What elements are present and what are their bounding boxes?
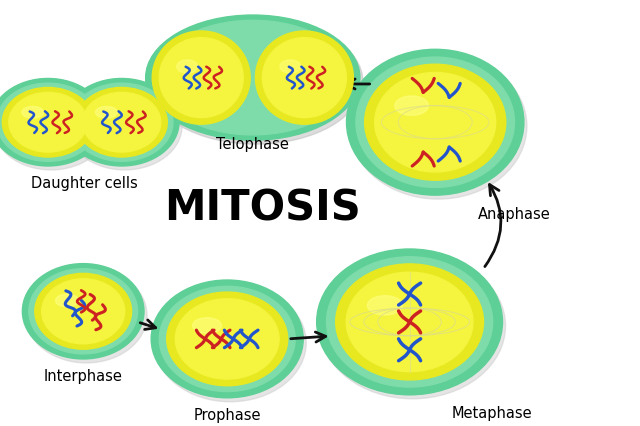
Ellipse shape bbox=[262, 38, 346, 118]
Ellipse shape bbox=[83, 93, 161, 153]
Ellipse shape bbox=[67, 83, 182, 170]
Ellipse shape bbox=[154, 284, 306, 402]
Text: Interphase: Interphase bbox=[44, 368, 123, 383]
Ellipse shape bbox=[26, 268, 147, 363]
Ellipse shape bbox=[152, 32, 250, 125]
Ellipse shape bbox=[56, 294, 79, 307]
Ellipse shape bbox=[22, 107, 44, 119]
Ellipse shape bbox=[156, 21, 350, 135]
Text: Daughter cells: Daughter cells bbox=[31, 176, 138, 191]
Ellipse shape bbox=[9, 93, 87, 153]
Ellipse shape bbox=[76, 88, 167, 158]
Ellipse shape bbox=[375, 73, 496, 173]
Ellipse shape bbox=[159, 287, 295, 391]
Text: Telophase: Telophase bbox=[216, 137, 289, 152]
Ellipse shape bbox=[95, 107, 117, 119]
Ellipse shape bbox=[346, 50, 524, 196]
Text: Prophase: Prophase bbox=[193, 407, 261, 422]
Ellipse shape bbox=[146, 16, 360, 141]
Ellipse shape bbox=[336, 264, 484, 380]
Ellipse shape bbox=[64, 79, 179, 167]
Ellipse shape bbox=[70, 84, 173, 162]
Ellipse shape bbox=[356, 58, 515, 188]
Ellipse shape bbox=[349, 54, 527, 200]
Ellipse shape bbox=[365, 65, 506, 181]
Text: Anaphase: Anaphase bbox=[477, 206, 550, 221]
Ellipse shape bbox=[29, 269, 138, 354]
Ellipse shape bbox=[326, 257, 493, 387]
Ellipse shape bbox=[151, 280, 303, 398]
Ellipse shape bbox=[177, 60, 198, 74]
Text: MITOSIS: MITOSIS bbox=[164, 187, 361, 229]
Ellipse shape bbox=[22, 264, 144, 359]
Ellipse shape bbox=[0, 79, 106, 167]
Ellipse shape bbox=[0, 84, 99, 162]
Ellipse shape bbox=[159, 38, 243, 118]
Ellipse shape bbox=[395, 97, 429, 116]
Ellipse shape bbox=[280, 60, 301, 74]
Ellipse shape bbox=[0, 83, 108, 170]
Ellipse shape bbox=[317, 249, 502, 395]
Ellipse shape bbox=[175, 299, 279, 379]
Ellipse shape bbox=[42, 279, 125, 344]
Ellipse shape bbox=[367, 296, 403, 315]
Ellipse shape bbox=[255, 32, 353, 125]
Ellipse shape bbox=[35, 274, 132, 349]
Ellipse shape bbox=[148, 20, 363, 145]
Ellipse shape bbox=[319, 253, 506, 399]
Ellipse shape bbox=[166, 292, 288, 386]
Text: Metaphase: Metaphase bbox=[452, 406, 532, 420]
Ellipse shape bbox=[346, 273, 473, 372]
Ellipse shape bbox=[3, 88, 93, 158]
Ellipse shape bbox=[193, 318, 221, 334]
